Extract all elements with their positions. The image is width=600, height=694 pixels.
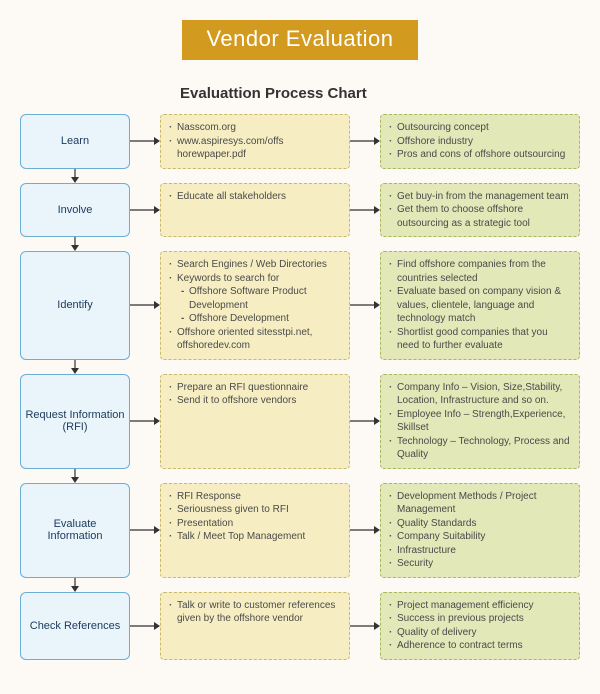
detail-item: Offshore oriented sitesstpi.net, offshor… [169, 326, 341, 353]
outcome-item: Find offshore companies from the countri… [389, 258, 571, 285]
outcome-box: Development Methods / Project Management… [380, 483, 580, 578]
arrow-right-icon [350, 183, 380, 238]
detail-item: Talk / Meet Top Management [169, 530, 341, 544]
detail-item: Educate all stakeholders [169, 190, 341, 204]
detail-item: Send it to offshore vendors [169, 394, 341, 408]
detail-item: Keywords to search for [169, 272, 341, 286]
detail-box: Talk or write to customer references giv… [160, 592, 350, 660]
detail-list: Talk or write to customer references giv… [169, 599, 341, 626]
arrow-right-icon [350, 592, 380, 660]
step-box: Request Information (RFI) [20, 374, 130, 469]
outcome-box: Find offshore companies from the countri… [380, 251, 580, 360]
process-row: Involve Educate all stakeholders Get buy-i… [20, 183, 600, 238]
outcome-item: Get buy-in from the management team [389, 190, 571, 204]
outcome-item: Company Info – Vision, Size,Stability, L… [389, 381, 571, 408]
detail-box: Prepare an RFI questionnaireSend it to o… [160, 374, 350, 469]
detail-item: Presentation [169, 517, 341, 531]
outcome-item: Get them to choose offshore outsourcing … [389, 203, 571, 230]
outcome-item: Evaluate based on company vision & value… [389, 285, 571, 326]
outcome-item: Development Methods / Project Management [389, 490, 571, 517]
banner-title: Vendor Evaluation [182, 20, 417, 60]
outcome-item: Quality Standards [389, 517, 571, 531]
outcome-item: Security [389, 557, 571, 571]
outcome-item: Project management efficiency [389, 599, 571, 613]
outcome-list: Outsourcing conceptOffshore industryPros… [389, 121, 571, 162]
process-row: Request Information (RFI) Prepare an RFI … [20, 374, 600, 469]
outcome-list: Company Info – Vision, Size,Stability, L… [389, 381, 571, 462]
arrow-right-icon [350, 483, 380, 578]
detail-list: Prepare an RFI questionnaireSend it to o… [169, 381, 341, 408]
arrow-right-icon [130, 592, 160, 660]
outcome-box: Company Info – Vision, Size,Stability, L… [380, 374, 580, 469]
step-box: Learn [20, 114, 130, 169]
page: Vendor Evaluation Evaluattion Process Ch… [0, 0, 600, 694]
outcome-item: Success in previous projects [389, 612, 571, 626]
outcome-box: Get buy-in from the management teamGet t… [380, 183, 580, 238]
detail-subitem: Offshore Development [169, 312, 341, 326]
outcome-list: Find offshore companies from the countri… [389, 258, 571, 353]
detail-box: RFI ResponseSeriousness given to RFIPres… [160, 483, 350, 578]
detail-list: Educate all stakeholders [169, 190, 341, 204]
detail-subitem: Offshore Software Product Development [169, 285, 341, 312]
outcome-item: Shortlist good companies that you need t… [389, 326, 571, 353]
step-box: Identify [20, 251, 130, 360]
detail-item: Seriousness given to RFI [169, 503, 341, 517]
outcome-item: Adherence to contract terms [389, 639, 571, 653]
process-row: Learn Nasscom.orgwww.aspiresys.com/offs h… [20, 114, 600, 169]
arrow-right-icon [130, 374, 160, 469]
detail-list: RFI ResponseSeriousness given to RFIPres… [169, 490, 341, 544]
step-box: Check References [20, 592, 130, 660]
step-box: Evaluate Information [20, 483, 130, 578]
detail-box: Search Engines / Web DirectoriesKeywords… [160, 251, 350, 360]
outcome-box: Outsourcing conceptOffshore industryPros… [380, 114, 580, 169]
arrow-right-icon [130, 483, 160, 578]
outcome-item: Pros and cons of offshore outsourcing [389, 148, 571, 162]
process-row: Evaluate Information RFI ResponseSeriousn… [20, 483, 600, 578]
detail-box: Educate all stakeholders [160, 183, 350, 238]
arrow-right-icon [350, 114, 380, 169]
arrow-right-icon [350, 374, 380, 469]
process-row: Identify Search Engines / Web Directories… [20, 251, 600, 360]
detail-list: Search Engines / Web DirectoriesKeywords… [169, 258, 341, 353]
outcome-item: Technology – Technology, Process and Qua… [389, 435, 571, 462]
outcome-item: Outsourcing concept [389, 121, 571, 135]
outcome-list: Development Methods / Project Management… [389, 490, 571, 571]
process-row: Check References Talk or write to custome… [20, 592, 600, 660]
arrow-right-icon [130, 114, 160, 169]
detail-item: Prepare an RFI questionnaire [169, 381, 341, 395]
arrow-right-icon [130, 251, 160, 360]
outcome-item: Company Suitability [389, 530, 571, 544]
outcome-item: Quality of delivery [389, 626, 571, 640]
arrow-right-icon [350, 251, 380, 360]
outcome-item: Infrastructure [389, 544, 571, 558]
outcome-item: Offshore industry [389, 135, 571, 149]
arrow-right-icon [130, 183, 160, 238]
detail-item: www.aspiresys.com/offs horewpaper.pdf [169, 135, 341, 162]
step-box: Involve [20, 183, 130, 238]
detail-item: Nasscom.org [169, 121, 341, 135]
chart-title: Evaluattion Process Chart [180, 85, 600, 102]
detail-item: Talk or write to customer references giv… [169, 599, 341, 626]
outcome-list: Project management efficiencySuccess in … [389, 599, 571, 653]
detail-item: Search Engines / Web Directories [169, 258, 341, 272]
flowchart-rows: Learn Nasscom.orgwww.aspiresys.com/offs h… [20, 114, 600, 660]
outcome-list: Get buy-in from the management teamGet t… [389, 190, 571, 231]
outcome-box: Project management efficiencySuccess in … [380, 592, 580, 660]
detail-box: Nasscom.orgwww.aspiresys.com/offs horewp… [160, 114, 350, 169]
outcome-item: Employee Info – Strength,Experience, Ski… [389, 408, 571, 435]
detail-item: RFI Response [169, 490, 341, 504]
detail-list: Nasscom.orgwww.aspiresys.com/offs horewp… [169, 121, 341, 162]
